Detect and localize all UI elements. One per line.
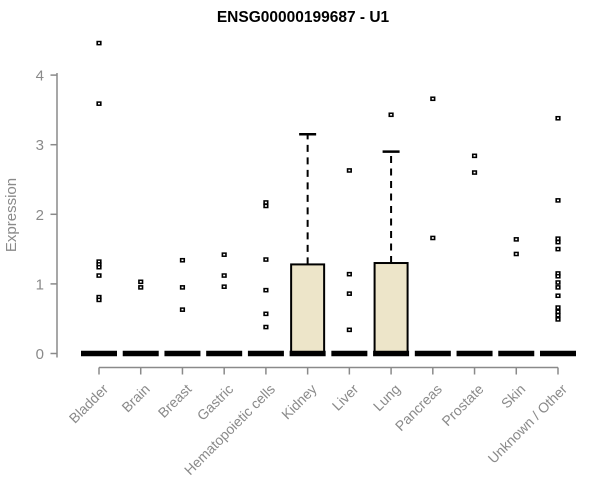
x-tick-label: Breast <box>155 381 195 421</box>
y-tick-label: 2 <box>36 207 44 224</box>
outlier-point-center <box>181 286 184 289</box>
median-bar <box>373 350 410 357</box>
outlier-point-center <box>556 286 559 289</box>
outlier-point-center <box>223 253 226 256</box>
outlier-point-center <box>223 285 226 288</box>
outlier-point-center <box>348 292 351 295</box>
outlier-point-center <box>98 266 100 268</box>
outlier-point-center <box>98 42 100 44</box>
outlier-point-center <box>556 310 559 313</box>
median-bar <box>247 350 284 357</box>
outlier-point-center <box>98 260 100 263</box>
y-tick-label: 1 <box>36 276 44 293</box>
chart-title: ENSG00000199687 - U1 <box>217 9 390 26</box>
outlier-point-center <box>556 294 559 297</box>
median-bar <box>498 350 535 357</box>
outlier-point-center <box>556 237 559 240</box>
outlier-point-center <box>556 314 559 317</box>
x-tick-label: Prostate <box>438 381 486 429</box>
median-bar <box>539 350 576 357</box>
median-bar <box>164 350 201 357</box>
outlier-point-center <box>181 308 184 311</box>
outlier-point-center <box>98 299 100 301</box>
outlier-point-center <box>264 258 267 261</box>
median-bar <box>206 350 243 357</box>
y-tick-label: 0 <box>36 346 44 363</box>
outlier-point-center <box>556 306 559 309</box>
outlier-point-center <box>348 169 351 172</box>
box-rect <box>290 263 326 355</box>
median-bar <box>81 350 117 357</box>
outlier-point-center <box>556 281 559 284</box>
outlier-point-center <box>264 313 267 315</box>
median-bar <box>414 350 451 357</box>
outlier-point-center <box>431 97 434 100</box>
outlier-point-center <box>98 263 100 266</box>
box-rect <box>373 262 409 355</box>
outlier-point-center <box>515 253 518 255</box>
outlier-point-center <box>556 241 559 243</box>
outlier-point-center <box>98 102 100 105</box>
outlier-point-center <box>390 113 393 116</box>
outlier-point-center <box>348 329 351 331</box>
outlier-point-center <box>556 248 559 250</box>
outlier-point-center <box>431 237 434 239</box>
y-axis-label: Expression <box>3 178 20 252</box>
outlier-point-center <box>223 274 226 277</box>
median-bar <box>289 350 326 357</box>
median-bar <box>122 350 159 357</box>
outliers-group <box>96 40 561 333</box>
outlier-point-center <box>556 318 559 321</box>
outlier-point-center <box>139 281 142 283</box>
x-tick-label: Unknown / Other <box>485 381 571 467</box>
x-tick-label: Bladder <box>66 381 112 427</box>
outlier-point-center <box>181 259 184 262</box>
outlier-point-center <box>348 273 351 275</box>
boxes-group <box>81 133 576 357</box>
x-tick-label: Liver <box>329 381 362 414</box>
outlier-point-center <box>264 205 267 207</box>
x-tick-label: Skin <box>498 381 529 412</box>
y-tick-label: 4 <box>36 68 44 85</box>
outlier-point-center <box>264 289 267 291</box>
x-tick-label: Kidney <box>278 381 320 423</box>
x-tick-label: Brain <box>118 381 152 415</box>
median-bar <box>331 350 368 357</box>
y-tick-label: 3 <box>36 137 44 154</box>
x-tick-label: Lung <box>370 381 403 414</box>
outlier-point-center <box>139 286 142 289</box>
outlier-point-center <box>515 238 518 241</box>
outlier-point-center <box>473 155 476 157</box>
outlier-point-center <box>556 199 559 202</box>
outlier-point-center <box>556 117 559 120</box>
outlier-point-center <box>473 171 476 174</box>
outlier-point-center <box>264 326 267 328</box>
outlier-point-center <box>556 272 559 275</box>
outlier-point-center <box>98 274 100 277</box>
outlier-point-center <box>556 275 559 278</box>
median-bar <box>456 350 493 357</box>
outlier-point-center <box>264 201 267 204</box>
outlier-point-center <box>98 296 100 298</box>
